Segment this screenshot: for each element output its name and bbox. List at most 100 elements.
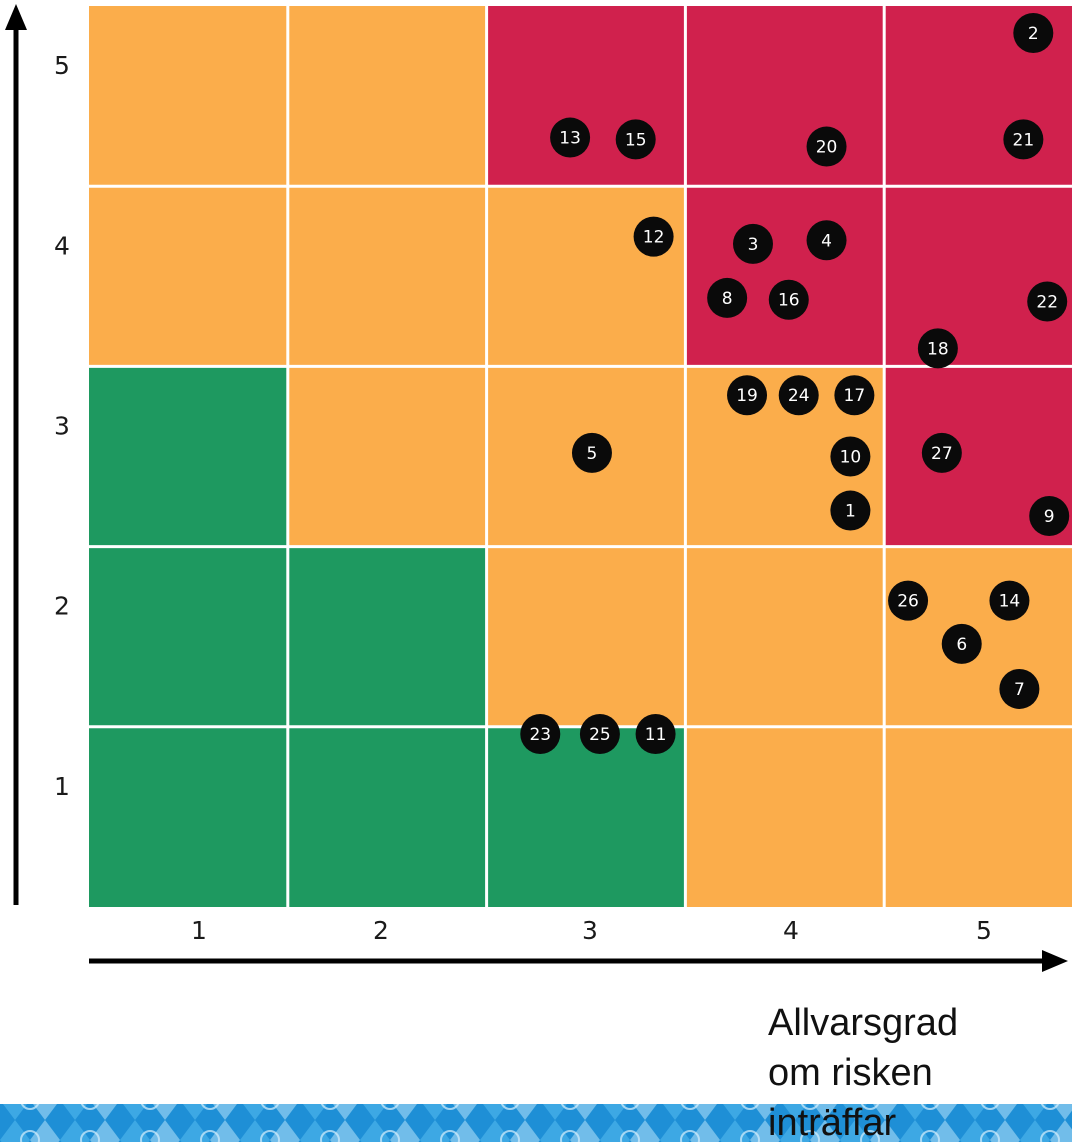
x-tick-label: 2 xyxy=(373,916,389,945)
cell-green-x1-y3 xyxy=(89,366,288,547)
risk-marker-dot xyxy=(921,432,962,473)
risk-marker-label: 10 xyxy=(840,448,862,468)
risk-marker-label: 24 xyxy=(788,386,810,406)
risk-marker-label: 8 xyxy=(722,289,733,309)
axes xyxy=(5,4,1068,972)
cell-orange-x1-y5 xyxy=(89,6,288,187)
cell-orange-x1-y4 xyxy=(89,186,288,367)
risk-marker-dot xyxy=(888,580,929,621)
cell-green-x1-y2 xyxy=(89,546,288,727)
cell-red-x4-y5 xyxy=(685,6,885,187)
risk-marker-label: 17 xyxy=(844,386,866,406)
risk-marker-label: 3 xyxy=(748,235,759,255)
risk-marker-dot xyxy=(768,279,809,320)
cell-orange-x5-y1 xyxy=(884,726,1072,907)
risk-marker-dot xyxy=(579,714,620,755)
risk-marker-dot xyxy=(830,490,871,531)
risk-marker: 15 xyxy=(615,119,656,160)
cell-orange-x3-y2 xyxy=(486,546,686,727)
y-tick-label: 4 xyxy=(54,231,70,260)
risk-marker: 16 xyxy=(768,279,809,320)
risk-marker: 11 xyxy=(635,714,676,755)
risk-marker: 27 xyxy=(921,432,962,473)
risk-marker-label: 7 xyxy=(1014,680,1025,700)
risk-marker-dot xyxy=(778,375,819,416)
cell-green-x1-y1 xyxy=(89,726,288,907)
risk-marker: 13 xyxy=(550,117,591,158)
risk-marker-dot xyxy=(917,328,958,369)
grid-lines xyxy=(89,6,1072,907)
risk-marker: 22 xyxy=(1027,281,1068,322)
risk-marker-label: 4 xyxy=(821,231,832,251)
risk-marker-dot xyxy=(806,126,847,167)
risk-marker-label: 18 xyxy=(927,339,949,359)
risk-marker: 2 xyxy=(1013,13,1054,54)
risk-marker-dot xyxy=(941,623,982,664)
cell-red-x5-y4 xyxy=(884,186,1072,367)
risk-marker-dot xyxy=(830,436,871,477)
risk-marker: 17 xyxy=(834,375,875,416)
risk-marker-label: 2 xyxy=(1028,24,1039,44)
risk-marker-dot xyxy=(732,223,773,264)
risk-marker: 26 xyxy=(888,580,929,621)
x-tick-label: 1 xyxy=(191,916,207,945)
x-axis-label-line: om risken xyxy=(768,1052,933,1094)
risk-marker-dot xyxy=(834,375,875,416)
risk-marker: 1 xyxy=(830,490,871,531)
risk-marker: 3 xyxy=(732,223,773,264)
risk-marker-dot xyxy=(520,714,561,755)
risk-marker: 12 xyxy=(633,216,674,257)
risk-marker-label: 14 xyxy=(999,592,1021,612)
risk-marker: 8 xyxy=(707,277,748,318)
cell-green-x3-y1 xyxy=(486,726,686,907)
risk-marker-label: 16 xyxy=(778,291,800,311)
y-tick-label: 2 xyxy=(54,592,70,621)
risk-marker-label: 12 xyxy=(643,228,665,248)
risk-marker-label: 21 xyxy=(1013,130,1035,150)
risk-marker: 24 xyxy=(778,375,819,416)
x-axis-arrow-icon xyxy=(1042,950,1068,972)
risk-marker: 14 xyxy=(989,580,1030,621)
risk-marker-label: 22 xyxy=(1036,293,1058,313)
risk-marker-dot xyxy=(806,220,847,261)
x-axis-label: Allvarsgrad om risken inträffar xyxy=(768,1002,958,1142)
x-tick-label: 5 xyxy=(976,916,992,945)
risk-marker: 20 xyxy=(806,126,847,167)
cell-orange-x2-y5 xyxy=(287,6,487,187)
cell-orange-x2-y4 xyxy=(287,186,487,367)
risk-marker: 6 xyxy=(941,623,982,664)
cell-green-x2-y2 xyxy=(287,546,487,727)
footer-decorative-band xyxy=(0,1104,1072,1142)
risk-marker-label: 26 xyxy=(897,592,919,612)
cell-green-x2-y1 xyxy=(287,726,487,907)
risk-marker-label: 23 xyxy=(529,725,551,745)
x-tick-label: 3 xyxy=(582,916,598,945)
risk-marker-label: 6 xyxy=(956,635,967,655)
risk-marker: 5 xyxy=(571,432,612,473)
risk-marker-label: 5 xyxy=(587,444,598,464)
risk-marker: 18 xyxy=(917,328,958,369)
risk-marker-label: 20 xyxy=(816,138,838,158)
risk-marker-dot xyxy=(999,668,1040,709)
risk-marker-dot xyxy=(1029,495,1070,536)
risk-marker-dot xyxy=(727,375,768,416)
risk-marker-label: 9 xyxy=(1044,507,1055,527)
risk-marker-dot xyxy=(989,580,1030,621)
risk-marker-dot xyxy=(1003,119,1044,160)
risk-marker-label: 19 xyxy=(736,386,758,406)
risk-marker-label: 27 xyxy=(931,444,953,464)
risk-marker-label: 13 xyxy=(559,129,581,149)
y-tick-label: 3 xyxy=(54,412,70,441)
risk-marker-dot xyxy=(633,216,674,257)
cell-orange-x4-y2 xyxy=(685,546,885,727)
cell-orange-x4-y1 xyxy=(685,726,885,907)
risk-marker: 10 xyxy=(830,436,871,477)
y-tick-label: 1 xyxy=(54,772,70,801)
risk-marker-label: 15 xyxy=(625,130,647,150)
risk-marker: 21 xyxy=(1003,119,1044,160)
risk-marker-dot xyxy=(1013,13,1054,54)
risk-marker-dot xyxy=(550,117,591,158)
